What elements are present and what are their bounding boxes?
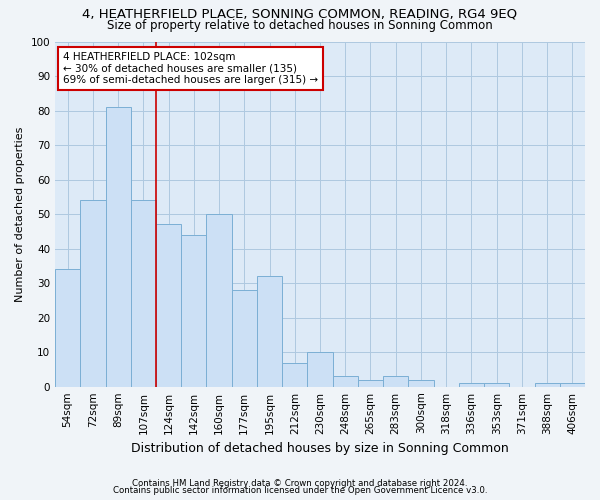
Bar xyxy=(181,235,206,386)
Text: 4 HEATHERFIELD PLACE: 102sqm
← 30% of detached houses are smaller (135)
69% of s: 4 HEATHERFIELD PLACE: 102sqm ← 30% of de… xyxy=(63,52,318,85)
Bar xyxy=(232,290,257,386)
Bar xyxy=(409,380,434,386)
Bar xyxy=(332,376,358,386)
Text: Contains HM Land Registry data © Crown copyright and database right 2024.: Contains HM Land Registry data © Crown c… xyxy=(132,478,468,488)
Bar xyxy=(282,362,307,386)
Bar xyxy=(383,376,409,386)
Bar xyxy=(307,352,332,386)
Bar xyxy=(80,200,106,386)
Bar xyxy=(106,107,131,386)
Bar xyxy=(459,383,484,386)
Bar xyxy=(358,380,383,386)
Bar xyxy=(131,200,156,386)
Bar xyxy=(257,276,282,386)
Bar xyxy=(484,383,509,386)
Bar xyxy=(206,214,232,386)
Bar xyxy=(560,383,585,386)
Text: Size of property relative to detached houses in Sonning Common: Size of property relative to detached ho… xyxy=(107,18,493,32)
Bar xyxy=(55,270,80,386)
Y-axis label: Number of detached properties: Number of detached properties xyxy=(15,126,25,302)
Bar xyxy=(535,383,560,386)
Text: Contains public sector information licensed under the Open Government Licence v3: Contains public sector information licen… xyxy=(113,486,487,495)
Text: 4, HEATHERFIELD PLACE, SONNING COMMON, READING, RG4 9EQ: 4, HEATHERFIELD PLACE, SONNING COMMON, R… xyxy=(82,8,518,20)
Bar xyxy=(156,224,181,386)
X-axis label: Distribution of detached houses by size in Sonning Common: Distribution of detached houses by size … xyxy=(131,442,509,455)
